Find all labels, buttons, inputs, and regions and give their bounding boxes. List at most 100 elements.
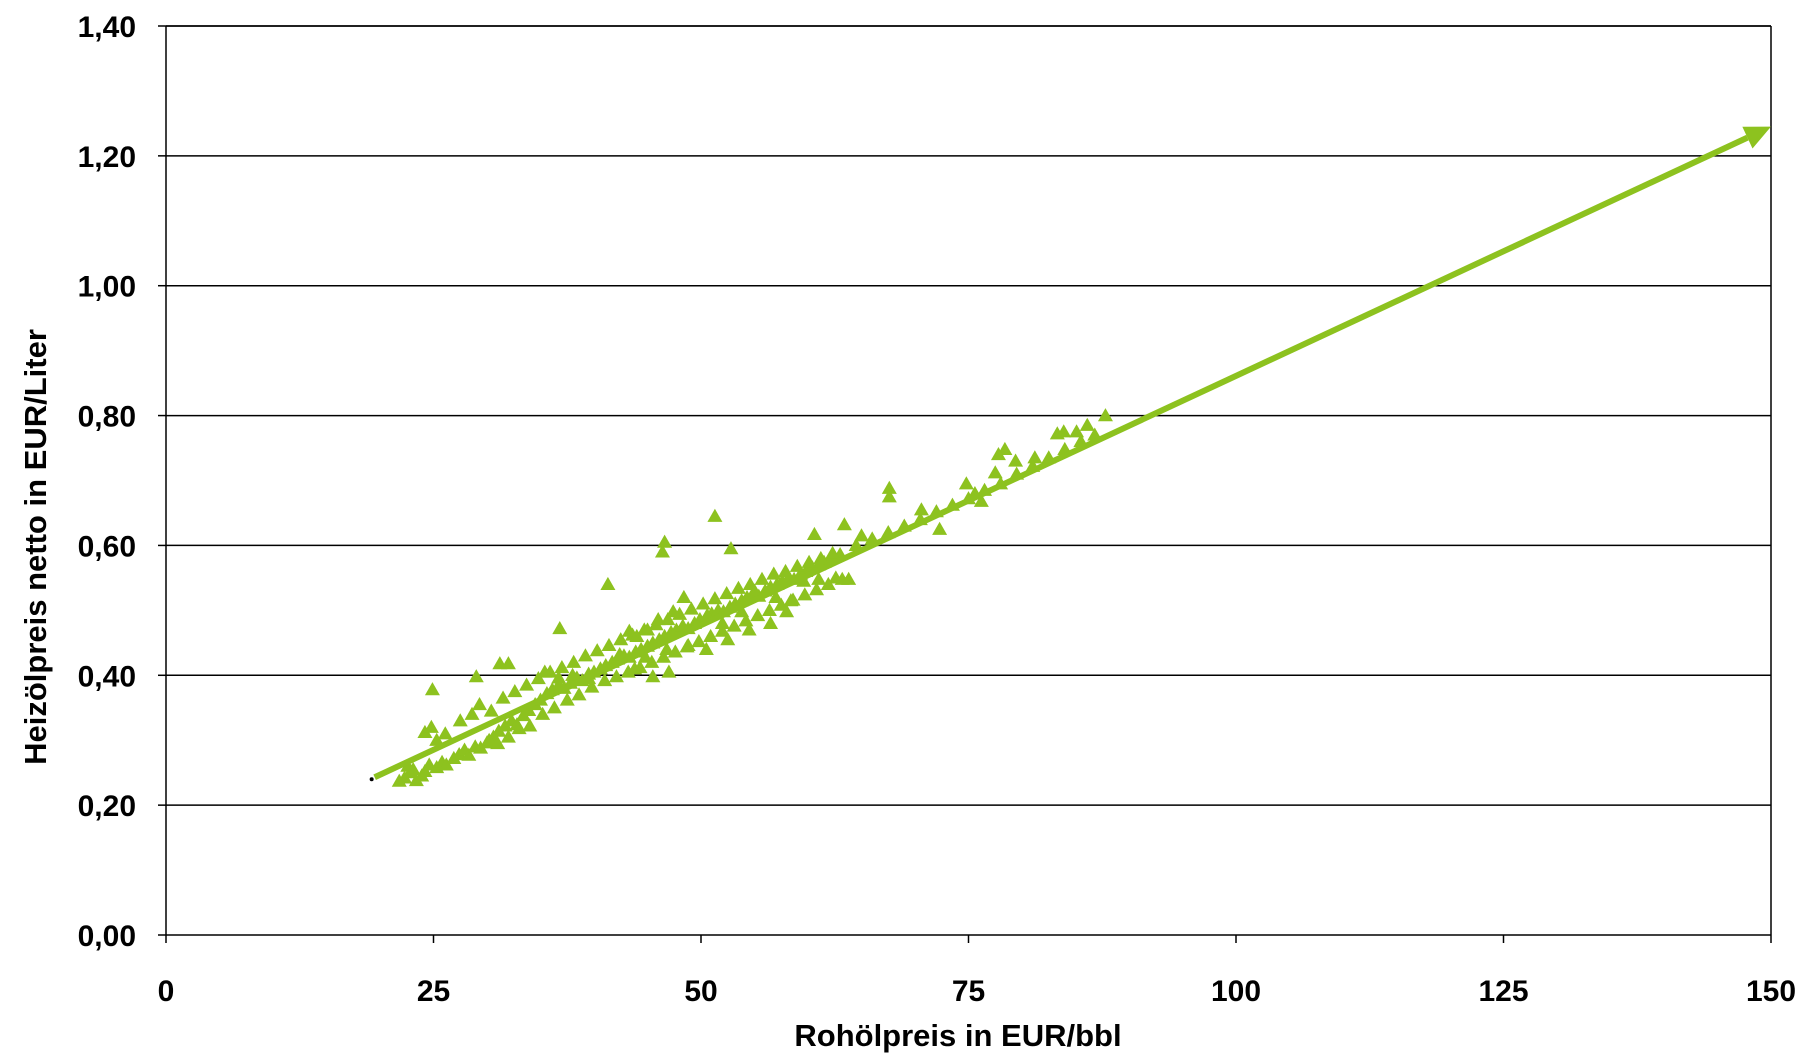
data-point: [738, 613, 754, 627]
data-point: [881, 480, 897, 494]
data-point: [719, 585, 735, 600]
data-point: [750, 608, 766, 622]
data-point: [551, 670, 567, 684]
data-point: [650, 611, 666, 626]
data-point: [537, 664, 553, 678]
trend-start-marker: [369, 777, 374, 782]
data-point: [813, 550, 829, 565]
data-point: [490, 735, 506, 750]
data-point: [714, 615, 730, 629]
y-tick-label: 0,00: [78, 920, 136, 953]
data-point: [730, 580, 746, 594]
data-point: [571, 687, 587, 701]
data-point: [601, 637, 617, 652]
data-point: [973, 493, 989, 507]
data-point: [577, 648, 593, 662]
data-point: [608, 669, 624, 683]
data-point: [841, 571, 857, 585]
gridlines: [166, 25, 1771, 806]
data-point: [825, 545, 841, 559]
data-point: [468, 669, 484, 683]
data-point: [707, 591, 723, 605]
data-point: [809, 582, 825, 596]
data-point: [552, 621, 568, 635]
data-point: [811, 571, 827, 585]
data-point: [797, 587, 813, 601]
data-point: [1027, 450, 1043, 464]
data-point: [613, 632, 629, 646]
data-point: [535, 706, 551, 720]
data-point: [464, 706, 480, 720]
axes: [158, 25, 1772, 943]
data-point: [500, 729, 516, 743]
trend-line-group: [369, 126, 1771, 782]
data-point: [423, 719, 439, 733]
data-point: [665, 604, 681, 618]
data-point: [734, 604, 750, 618]
y-axis-title: Heizölpreis netto in EUR/Liter: [18, 329, 53, 765]
data-point: [680, 637, 696, 652]
data-point: [676, 589, 692, 603]
data-point: [660, 611, 676, 626]
data-point: [554, 659, 570, 674]
data-point: [783, 593, 799, 607]
data-point: [661, 664, 677, 678]
data-point: [854, 528, 869, 542]
data-point: [778, 563, 794, 578]
data-point: [698, 641, 714, 655]
trend-line: [373, 134, 1749, 780]
x-axis-title: Rohölpreis in EUR/bbl: [794, 1018, 1121, 1053]
data-points: [391, 408, 1113, 787]
data-point: [481, 732, 497, 746]
data-point: [507, 684, 523, 698]
data-point: [629, 628, 645, 642]
data-point: [763, 615, 779, 629]
data-point: [566, 654, 582, 668]
data-point: [597, 672, 613, 687]
x-tick-label: 125: [1478, 975, 1528, 1008]
data-point: [656, 649, 672, 663]
data-point: [741, 622, 757, 636]
data-point: [806, 526, 822, 541]
data-point: [766, 566, 782, 580]
data-point: [761, 602, 777, 616]
data-point: [461, 747, 477, 761]
data-point: [997, 441, 1013, 455]
data-point: [640, 622, 655, 636]
y-tick-label: 1,00: [78, 271, 136, 304]
data-point: [836, 517, 852, 531]
x-tick-label: 50: [684, 975, 717, 1008]
data-point: [522, 718, 538, 732]
data-point: [584, 679, 600, 693]
data-point: [801, 554, 817, 568]
data-point: [519, 677, 535, 691]
data-point: [437, 726, 453, 740]
data-point: [820, 576, 836, 591]
data-point: [612, 647, 628, 661]
data-point: [723, 541, 739, 555]
data-point: [438, 757, 454, 771]
data-point: [754, 571, 770, 585]
data-point: [683, 601, 699, 615]
data-point: [659, 641, 675, 655]
data-point: [848, 537, 864, 552]
data-point: [405, 761, 421, 776]
y-tick-label: 0,60: [78, 530, 136, 563]
y-tick-label: 0,80: [78, 401, 136, 434]
data-point: [645, 669, 661, 683]
data-point: [707, 508, 723, 522]
data-point: [565, 667, 581, 681]
data-point: [546, 700, 562, 714]
data-point: [483, 703, 499, 717]
data-point: [779, 604, 795, 618]
x-tick-label: 25: [417, 975, 450, 1008]
data-point: [714, 623, 730, 637]
x-tick-label: 150: [1746, 975, 1796, 1008]
data-point: [1079, 417, 1095, 431]
tick-labels: 0,00 0,20 0,40 0,60 0,80 1,00 1,20 1,40 0 25 50 75 1…: [78, 11, 1796, 1008]
data-point: [913, 502, 929, 516]
data-point: [720, 632, 736, 646]
data-point: [1097, 408, 1113, 422]
data-point: [828, 570, 844, 584]
data-point: [987, 465, 1003, 479]
